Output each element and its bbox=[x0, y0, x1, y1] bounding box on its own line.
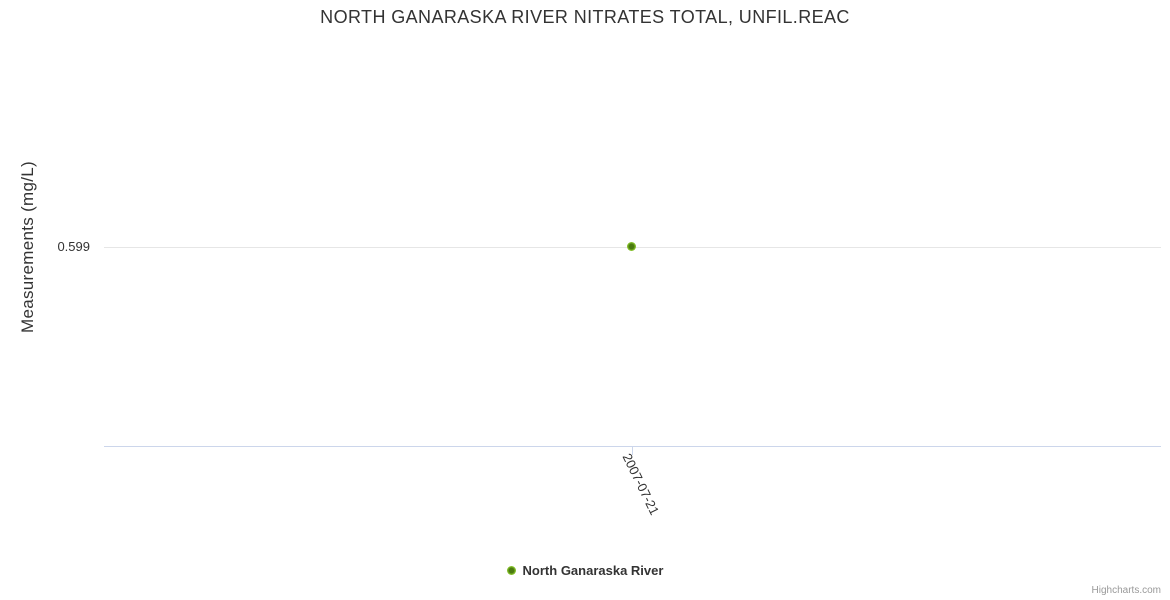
legend-item[interactable]: North Ganaraska River bbox=[0, 563, 1170, 578]
legend-marker-icon bbox=[506, 566, 516, 575]
highcharts-credits-link[interactable]: Highcharts.com bbox=[1091, 585, 1161, 596]
x-axis-tick-label: 2007-07-21 bbox=[619, 451, 663, 518]
x-axis-line bbox=[104, 446, 1161, 447]
chart-title: NORTH GANARASKA RIVER NITRATES TOTAL, UN… bbox=[320, 7, 850, 27]
series-marker[interactable] bbox=[627, 242, 636, 251]
legend-label: North Ganaraska River bbox=[522, 563, 664, 578]
y-axis-tick-label: 0.599 bbox=[57, 239, 90, 254]
x-axis-tick bbox=[632, 447, 633, 455]
